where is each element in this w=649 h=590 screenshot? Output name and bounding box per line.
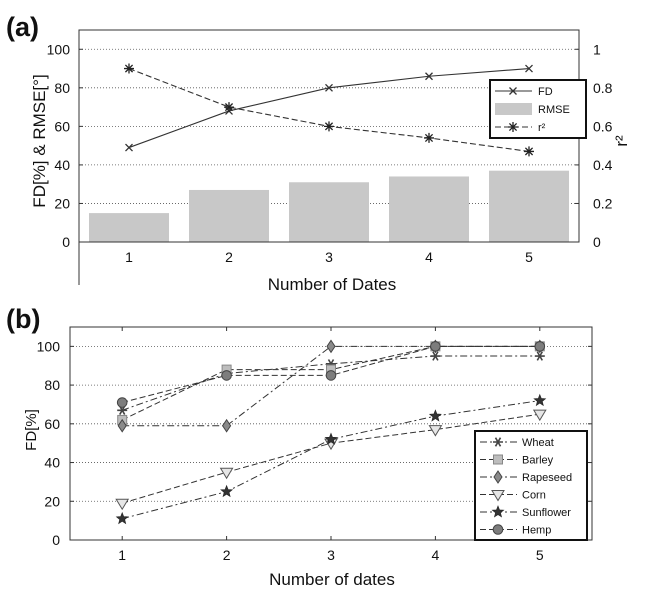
panel-b-x-tick-label: 4 bbox=[432, 547, 440, 563]
panel-b-hemp-point bbox=[325, 370, 337, 381]
panel-a-y2-tick-label: 1 bbox=[593, 41, 601, 57]
panel-b-y-tick-label: 100 bbox=[37, 338, 61, 354]
panel-b-hemp-point bbox=[221, 370, 232, 381]
panel-a-r2-point bbox=[124, 63, 134, 74]
panel-b-wheat-point bbox=[534, 351, 545, 361]
panel-a-y2-tick-label: 0.6 bbox=[593, 118, 613, 134]
panel-b-legend-label: Barley bbox=[522, 455, 554, 467]
panel-b: (b) FD[%] Number of dates 0 20 40 60 80 100 1 2… bbox=[6, 304, 593, 589]
panel-b-corn-point bbox=[115, 498, 130, 511]
panel-a-y2-axis-label: r² bbox=[612, 135, 631, 147]
panel-b-corn-point bbox=[428, 425, 443, 437]
panel-b-sunflower-point bbox=[220, 484, 234, 498]
panel-b-rapeseed-point bbox=[117, 418, 127, 433]
panel-a-legend-label: RMSE bbox=[538, 104, 570, 116]
panel-a-r2-line bbox=[128, 68, 530, 152]
panel-b-sunflower-line bbox=[122, 400, 540, 520]
panel-b-legend-marker bbox=[493, 437, 503, 447]
panel-b-x-tick-label: 2 bbox=[223, 547, 231, 563]
panel-a-y-tick-label: 100 bbox=[47, 41, 71, 57]
panel-b-legend-marker bbox=[491, 505, 505, 518]
panel-a-x-tick-label: 2 bbox=[225, 249, 233, 265]
panel-a-r2-point bbox=[524, 146, 534, 157]
panel-a-y2-tick-label: 0.8 bbox=[593, 80, 613, 96]
panel-b-legend-label: Hemp bbox=[522, 525, 551, 537]
panel-a-x-tick-label: 4 bbox=[425, 249, 433, 265]
panel-a-y2-tick-label: 0.2 bbox=[593, 195, 613, 211]
panel-a-rmse-bar bbox=[489, 170, 569, 242]
panel-b-barley-line bbox=[121, 345, 540, 421]
panel-b-y-tick-label: 80 bbox=[44, 377, 60, 393]
panel-a-legend-swatch bbox=[495, 103, 532, 115]
panel-a-rmse-bar bbox=[189, 189, 269, 242]
panel-b-y-tick-label: 0 bbox=[52, 532, 60, 548]
panel-a: (a) FD[%] & RMSE[°] r² Number of Dates 0… bbox=[6, 12, 631, 294]
panel-b-hemp-point bbox=[116, 397, 128, 408]
panel-b-hemp-point bbox=[430, 341, 441, 352]
panel-a-legend-label: r² bbox=[538, 122, 546, 134]
panel-a-legend-marker bbox=[508, 122, 518, 132]
panel-a-y-tick-label: 40 bbox=[54, 157, 70, 173]
panel-b-label: (b) bbox=[6, 304, 40, 334]
panel-a-x-axis-label: Number of Dates bbox=[268, 275, 397, 294]
panel-b-x-tick-label: 1 bbox=[118, 547, 126, 563]
panel-b-legend-marker bbox=[493, 454, 503, 465]
panel-a-r2-point bbox=[424, 132, 434, 143]
panel-b-corn-point bbox=[532, 409, 547, 422]
panel-b-y-tick-label: 40 bbox=[44, 455, 60, 471]
panel-a-label: (a) bbox=[6, 12, 39, 42]
panel-a-fd-point bbox=[525, 64, 533, 73]
panel-a-fd-point bbox=[325, 83, 333, 92]
panel-b-legend-label: Wheat bbox=[522, 437, 554, 449]
panel-b-legend bbox=[474, 430, 588, 541]
panel-a-y2-tick-label: 0 bbox=[593, 234, 601, 250]
panel-a-legend-marker bbox=[509, 87, 517, 95]
panel-a-y-tick-label: 20 bbox=[54, 195, 70, 211]
panel-a-y-tick-label: 0 bbox=[62, 234, 70, 250]
panel-a-fd-point bbox=[125, 143, 133, 152]
panel-b-x-axis-label: Number of dates bbox=[269, 570, 395, 589]
panel-a-r2-point bbox=[324, 121, 334, 132]
panel-b-legend-marker bbox=[491, 490, 505, 502]
panel-a-x-tick-label: 1 bbox=[125, 249, 133, 265]
panel-b-hemp-point bbox=[534, 341, 546, 352]
panel-b-y-tick-label: 60 bbox=[44, 416, 60, 432]
panel-b-legend-marker bbox=[493, 470, 503, 484]
panel-b-corn-point bbox=[219, 467, 234, 480]
panel-b-legend-label: Corn bbox=[522, 490, 546, 502]
panel-a-fd-line bbox=[128, 67, 530, 149]
panel-b-x-tick-label: 5 bbox=[536, 547, 544, 563]
panel-b-plot-frame bbox=[69, 326, 593, 541]
panel-a-legend-label: FD bbox=[538, 86, 553, 98]
panel-a-fd-point bbox=[425, 72, 433, 81]
panel-b-sunflower-point bbox=[533, 393, 547, 407]
panel-a-y-tick-label: 80 bbox=[54, 80, 70, 96]
panel-b-y-tick-label: 20 bbox=[44, 493, 60, 509]
panel-b-x-tick-label: 3 bbox=[327, 547, 335, 563]
panel-a-rmse-bar bbox=[89, 213, 169, 242]
panel-b-rapeseed-point bbox=[221, 418, 232, 433]
panel-b-legend-label: Sunflower bbox=[522, 507, 571, 519]
panel-b-legend-label: Rapeseed bbox=[522, 472, 572, 484]
panel-a-y-tick-label: 60 bbox=[54, 118, 70, 134]
panel-b-wheat-point bbox=[430, 351, 441, 361]
panel-a-r2-point bbox=[224, 102, 234, 113]
panel-b-legend-marker bbox=[492, 524, 504, 535]
panel-b-sunflower-point bbox=[428, 409, 442, 422]
panel-a-x-tick-label: 5 bbox=[525, 249, 533, 265]
panel-a-y2-tick-label: 0.4 bbox=[593, 157, 613, 173]
panel-b-sunflower-point bbox=[115, 511, 129, 525]
panel-a-x-tick-label: 3 bbox=[325, 249, 333, 265]
panel-b-sunflower-point bbox=[324, 432, 338, 445]
panel-a-rmse-bar bbox=[289, 182, 369, 242]
panel-a-rmse-bar bbox=[389, 176, 469, 242]
panel-b-y-axis-label: FD[%] bbox=[23, 409, 40, 451]
panel-a-y-axis-label: FD[%] & RMSE[°] bbox=[30, 74, 49, 207]
panel-b-rapeseed-point bbox=[326, 339, 336, 354]
